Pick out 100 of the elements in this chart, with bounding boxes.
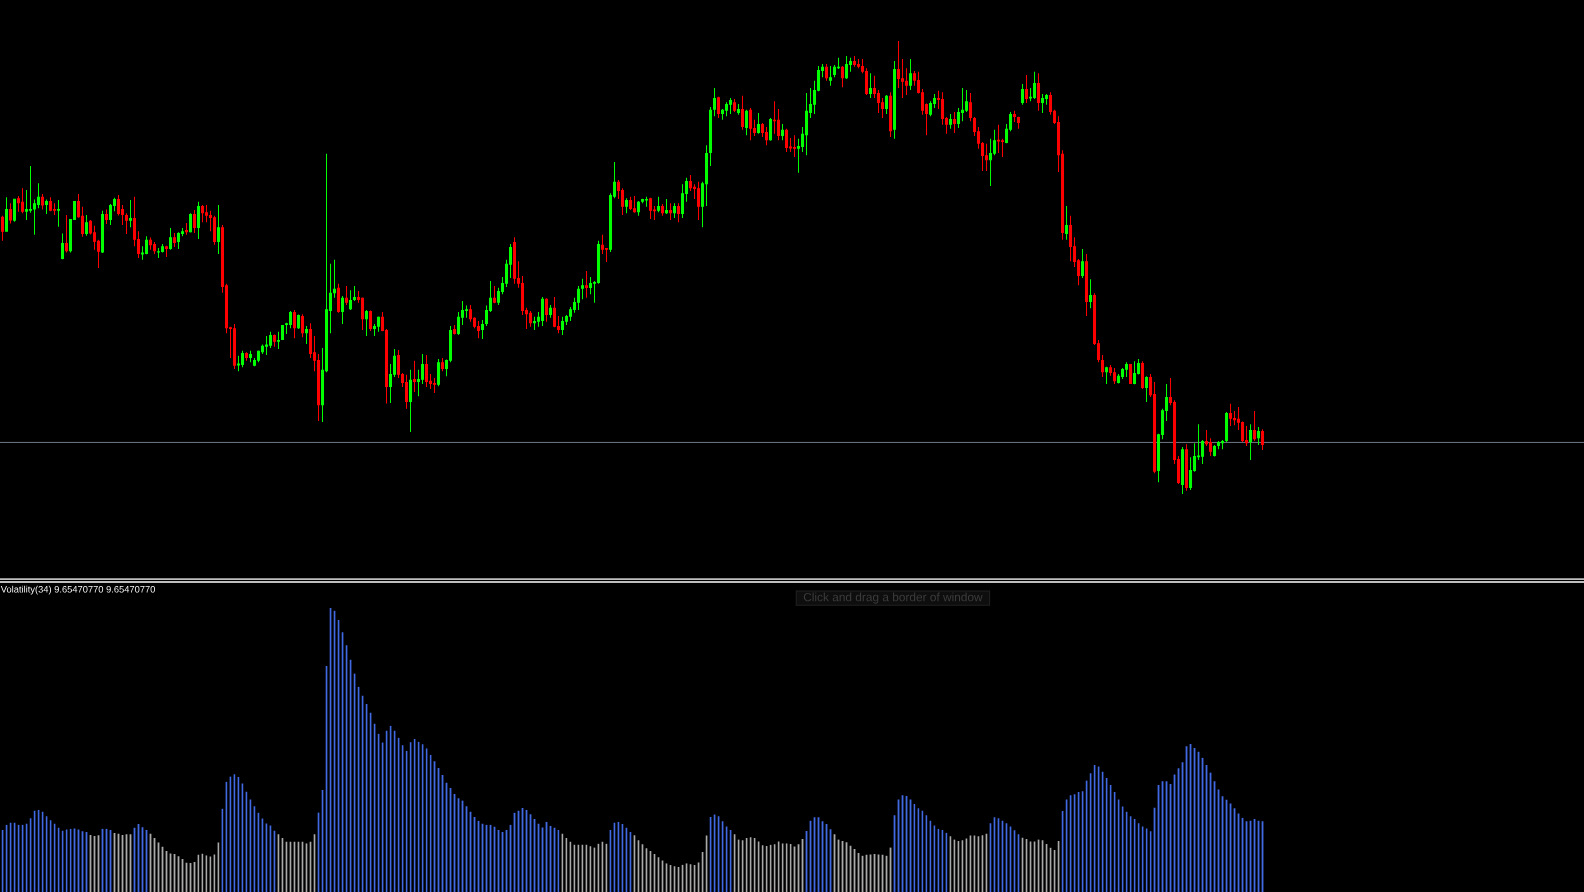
candlestick [1185,443,1189,492]
candlestick [845,55,849,80]
candlestick [581,278,585,300]
candlestick [169,227,173,251]
candlestick [909,58,913,91]
candlestick [549,304,553,319]
candlestick [641,198,645,204]
candlestick [657,196,661,213]
candlestick [637,200,641,217]
candlestick [625,197,629,214]
candlestick [633,195,637,214]
candlestick [805,92,809,156]
candlestick [333,259,337,299]
candlestick [757,112,761,135]
candlestick [157,247,160,259]
candlestick [49,196,52,212]
candlestick [1213,444,1217,457]
candlestick [717,96,721,119]
candlestick [829,65,833,87]
candlestick [889,91,893,138]
candlestick [725,101,729,117]
candlestick [189,212,192,234]
candlestick [1113,367,1117,385]
candlestick [1253,410,1257,442]
candlestick [1021,83,1025,106]
candlestick [57,199,60,228]
candlestick [349,289,353,311]
candlestick [577,285,581,311]
candlestick [1033,71,1037,100]
candlestick [869,72,873,99]
candlestick [217,204,221,255]
candlestick [885,94,889,115]
candlestick [545,297,549,323]
candlestick [1065,205,1069,241]
candlestick [1085,253,1089,317]
candlestick [149,237,152,251]
candlestick [649,197,653,220]
candlestick [985,143,989,172]
candlestick [857,58,861,69]
candlestick [765,126,769,146]
candlestick [249,350,253,363]
candlestick [241,350,244,368]
candlestick [61,233,64,260]
candlestick [669,202,673,221]
candlestick [697,181,701,221]
candlestick [769,117,773,142]
candlestick [1129,363,1133,385]
candlestick [41,193,44,211]
candlestick [153,241,156,255]
candlestick [369,310,373,332]
candlestick [65,214,68,254]
candlestick [1245,425,1249,447]
candlestick [9,202,12,225]
candlestick [173,232,177,248]
candlestick [165,245,169,258]
candlestick [477,320,481,339]
candlestick [1221,439,1225,450]
candlestick [265,335,269,356]
candlestick [193,209,197,234]
candlestick [1017,116,1021,130]
candlestick [305,325,309,345]
candlestick [825,63,829,82]
candlestick [997,124,1001,154]
candlestick [677,202,681,223]
candlestick [729,97,733,115]
candlestick [1181,446,1185,495]
candlestick [101,210,104,254]
candlestick [1025,74,1029,104]
candlestick [745,109,749,136]
candlestick [969,92,973,122]
candlestick [1,215,4,242]
candlestick [1249,423,1253,461]
candlestick [185,222,188,236]
candlestick [1037,72,1041,112]
candlestick [273,334,277,348]
candlestick [301,313,305,338]
candlestick [245,351,249,362]
candlestick [1089,278,1093,309]
candlestick [785,128,789,153]
chart-title: Volatility(34) 9.65470770 9.65470770 [0,585,156,595]
candlestick [781,123,785,141]
candlestick [13,198,16,223]
candlestick [1217,440,1221,450]
candlestick [85,214,88,237]
candlestick [529,310,533,328]
candlestick [201,204,205,223]
candlestick [213,215,216,246]
candlestick [673,202,677,219]
candlestick [425,354,429,388]
candlestick [493,285,497,304]
candlestick [1261,428,1265,451]
candlestick [629,196,633,211]
candlestick [1145,375,1149,403]
candlestick [713,87,717,117]
candlestick [541,296,545,327]
candlestick [409,369,413,433]
candlestick [129,199,132,228]
candlestick [733,98,737,113]
candlestick [1133,360,1137,385]
candlestick [345,285,349,306]
